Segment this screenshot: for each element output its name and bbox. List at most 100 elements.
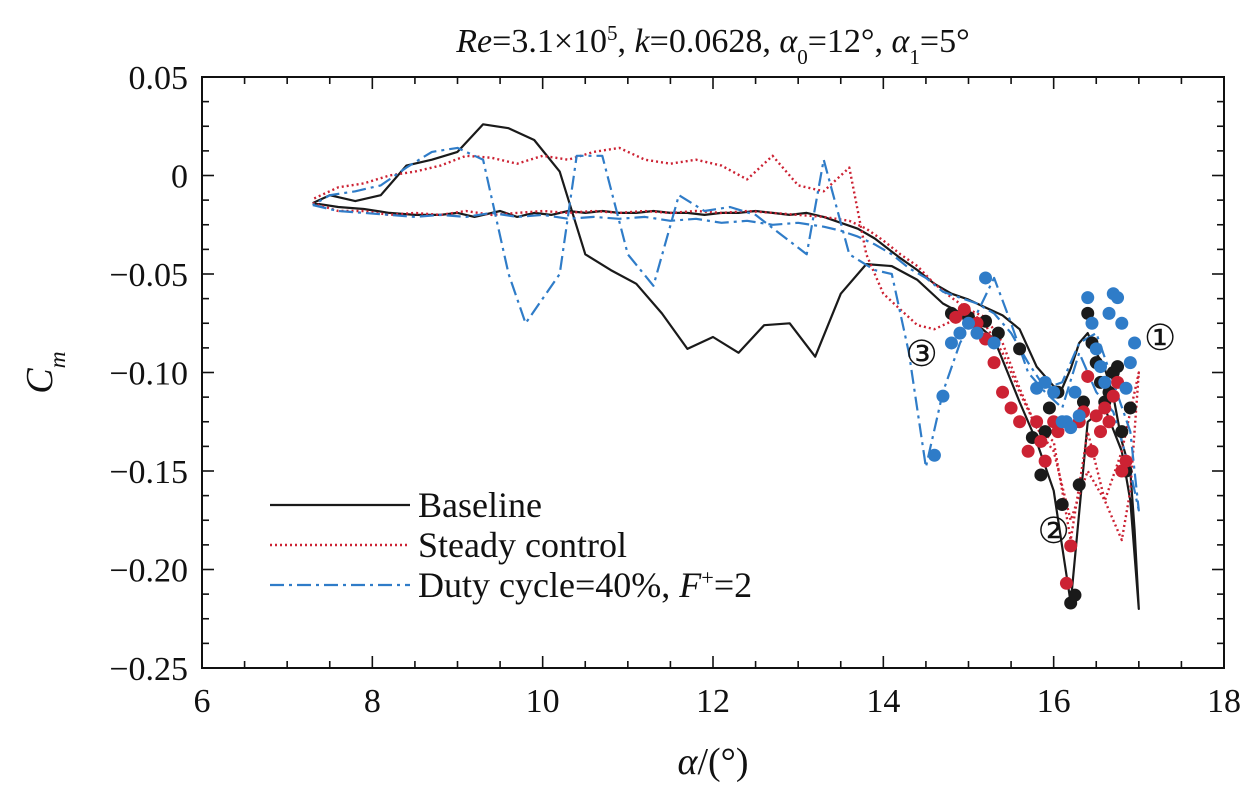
x-tick-label: 6 <box>194 683 211 720</box>
text-part: 5 <box>607 21 618 45</box>
y-tick-label: 0 <box>171 159 188 196</box>
data-point-0 <box>1081 306 1095 320</box>
data-point-2 <box>1081 291 1095 305</box>
data-point-1 <box>1004 401 1018 415</box>
text-part: m <box>45 351 71 368</box>
data-point-1 <box>1064 539 1078 553</box>
data-point-2 <box>927 448 941 462</box>
text-part: =12°, <box>808 23 892 60</box>
data-point-2 <box>1115 316 1129 330</box>
series-line-2 <box>312 146 1140 512</box>
data-point-1 <box>1021 444 1035 458</box>
y-tick-label: −0.25 <box>109 651 188 688</box>
data-point-1 <box>1094 425 1108 439</box>
data-point-0 <box>1111 360 1125 374</box>
text-part: C <box>19 368 61 394</box>
text-part: =3.1×10 <box>492 23 607 60</box>
y-tick-label: 0.05 <box>129 60 189 97</box>
text-part: =5° <box>920 23 970 60</box>
data-point-2 <box>1064 421 1078 435</box>
data-point-1 <box>1081 369 1095 383</box>
text-part: , <box>618 23 635 60</box>
data-point-2 <box>1072 409 1086 423</box>
tick-marks <box>201 76 1225 669</box>
series-line-0 <box>312 123 1140 610</box>
x-tick-label: 10 <box>526 683 560 720</box>
series-markers <box>927 271 1142 610</box>
data-point-2 <box>970 326 984 340</box>
data-point-1 <box>996 385 1010 399</box>
data-point-2 <box>1119 381 1133 395</box>
data-point-1 <box>1038 454 1052 468</box>
circled-annotation: ② <box>1038 511 1070 551</box>
data-point-1 <box>1089 409 1103 423</box>
y-axis-label: Cm <box>19 351 71 393</box>
text-part: α <box>677 741 698 783</box>
x-tick-label: 18 <box>1207 683 1241 720</box>
text-part: α <box>779 23 798 60</box>
x-axis-label: α/(°) <box>677 741 748 783</box>
data-point-2 <box>1047 385 1061 399</box>
x-tick-label: 12 <box>696 683 730 720</box>
data-point-0 <box>1115 425 1129 439</box>
text-part: α <box>892 23 911 60</box>
data-point-1 <box>1106 389 1120 403</box>
data-point-1 <box>949 310 963 324</box>
data-point-1 <box>1030 415 1044 429</box>
circled-annotation: ③ <box>906 334 938 374</box>
data-point-0 <box>1068 588 1082 602</box>
x-tick-label: 14 <box>866 683 900 720</box>
data-point-2 <box>987 336 1001 350</box>
data-point-2 <box>979 271 993 285</box>
data-point-2 <box>944 336 958 350</box>
data-point-1 <box>1115 464 1129 478</box>
text-part: F <box>678 565 702 605</box>
data-point-0 <box>1013 342 1027 356</box>
x-tick-label: 16 <box>1037 683 1071 720</box>
text-part: k <box>635 23 651 60</box>
data-point-1 <box>1059 576 1073 590</box>
text-part: =2 <box>714 565 752 605</box>
data-point-2 <box>1111 291 1125 305</box>
data-point-2 <box>962 316 975 330</box>
y-tick-label: −0.15 <box>109 454 188 491</box>
data-point-2 <box>1089 342 1103 356</box>
legend-label-2: Duty cycle=40%, F+=2 <box>418 565 752 606</box>
data-point-2 <box>1128 336 1142 350</box>
data-point-1 <box>1051 425 1065 439</box>
legend-label-1: Steady control <box>418 525 627 565</box>
data-point-0 <box>1042 401 1056 415</box>
series-lines <box>312 123 1140 610</box>
data-point-2 <box>1102 306 1116 320</box>
text-part: Duty cycle=40%, <box>418 565 679 605</box>
data-point-1 <box>1102 415 1116 429</box>
y-tick-label: −0.20 <box>109 553 188 590</box>
text-part: =0.0628, <box>650 23 780 60</box>
text-part: /(°) <box>697 741 748 783</box>
data-point-0 <box>1038 425 1052 439</box>
x-tick-label: 8 <box>364 683 381 720</box>
circled-annotation: ① <box>1144 318 1176 358</box>
data-point-1 <box>1119 454 1133 468</box>
data-point-1 <box>1034 434 1048 448</box>
series-line-1 <box>312 146 1140 542</box>
text-part: Re <box>455 23 492 60</box>
text-part: + <box>701 565 714 590</box>
data-point-0 <box>1055 497 1069 511</box>
data-point-1 <box>1013 415 1027 429</box>
data-point-1 <box>957 302 971 316</box>
chart-title: Re=3.1×105, k=0.0628, α0=12°, α1=5° <box>455 21 969 69</box>
data-point-2 <box>1123 356 1137 370</box>
data-point-0 <box>991 326 1005 340</box>
data-point-0 <box>1123 401 1137 415</box>
text-part: 1 <box>909 45 920 69</box>
data-point-0 <box>1034 468 1048 482</box>
y-tick-label: −0.05 <box>109 257 188 294</box>
data-point-2 <box>1085 316 1099 330</box>
data-point-2 <box>936 389 950 403</box>
data-point-2 <box>1094 360 1108 374</box>
data-point-1 <box>987 356 1001 370</box>
